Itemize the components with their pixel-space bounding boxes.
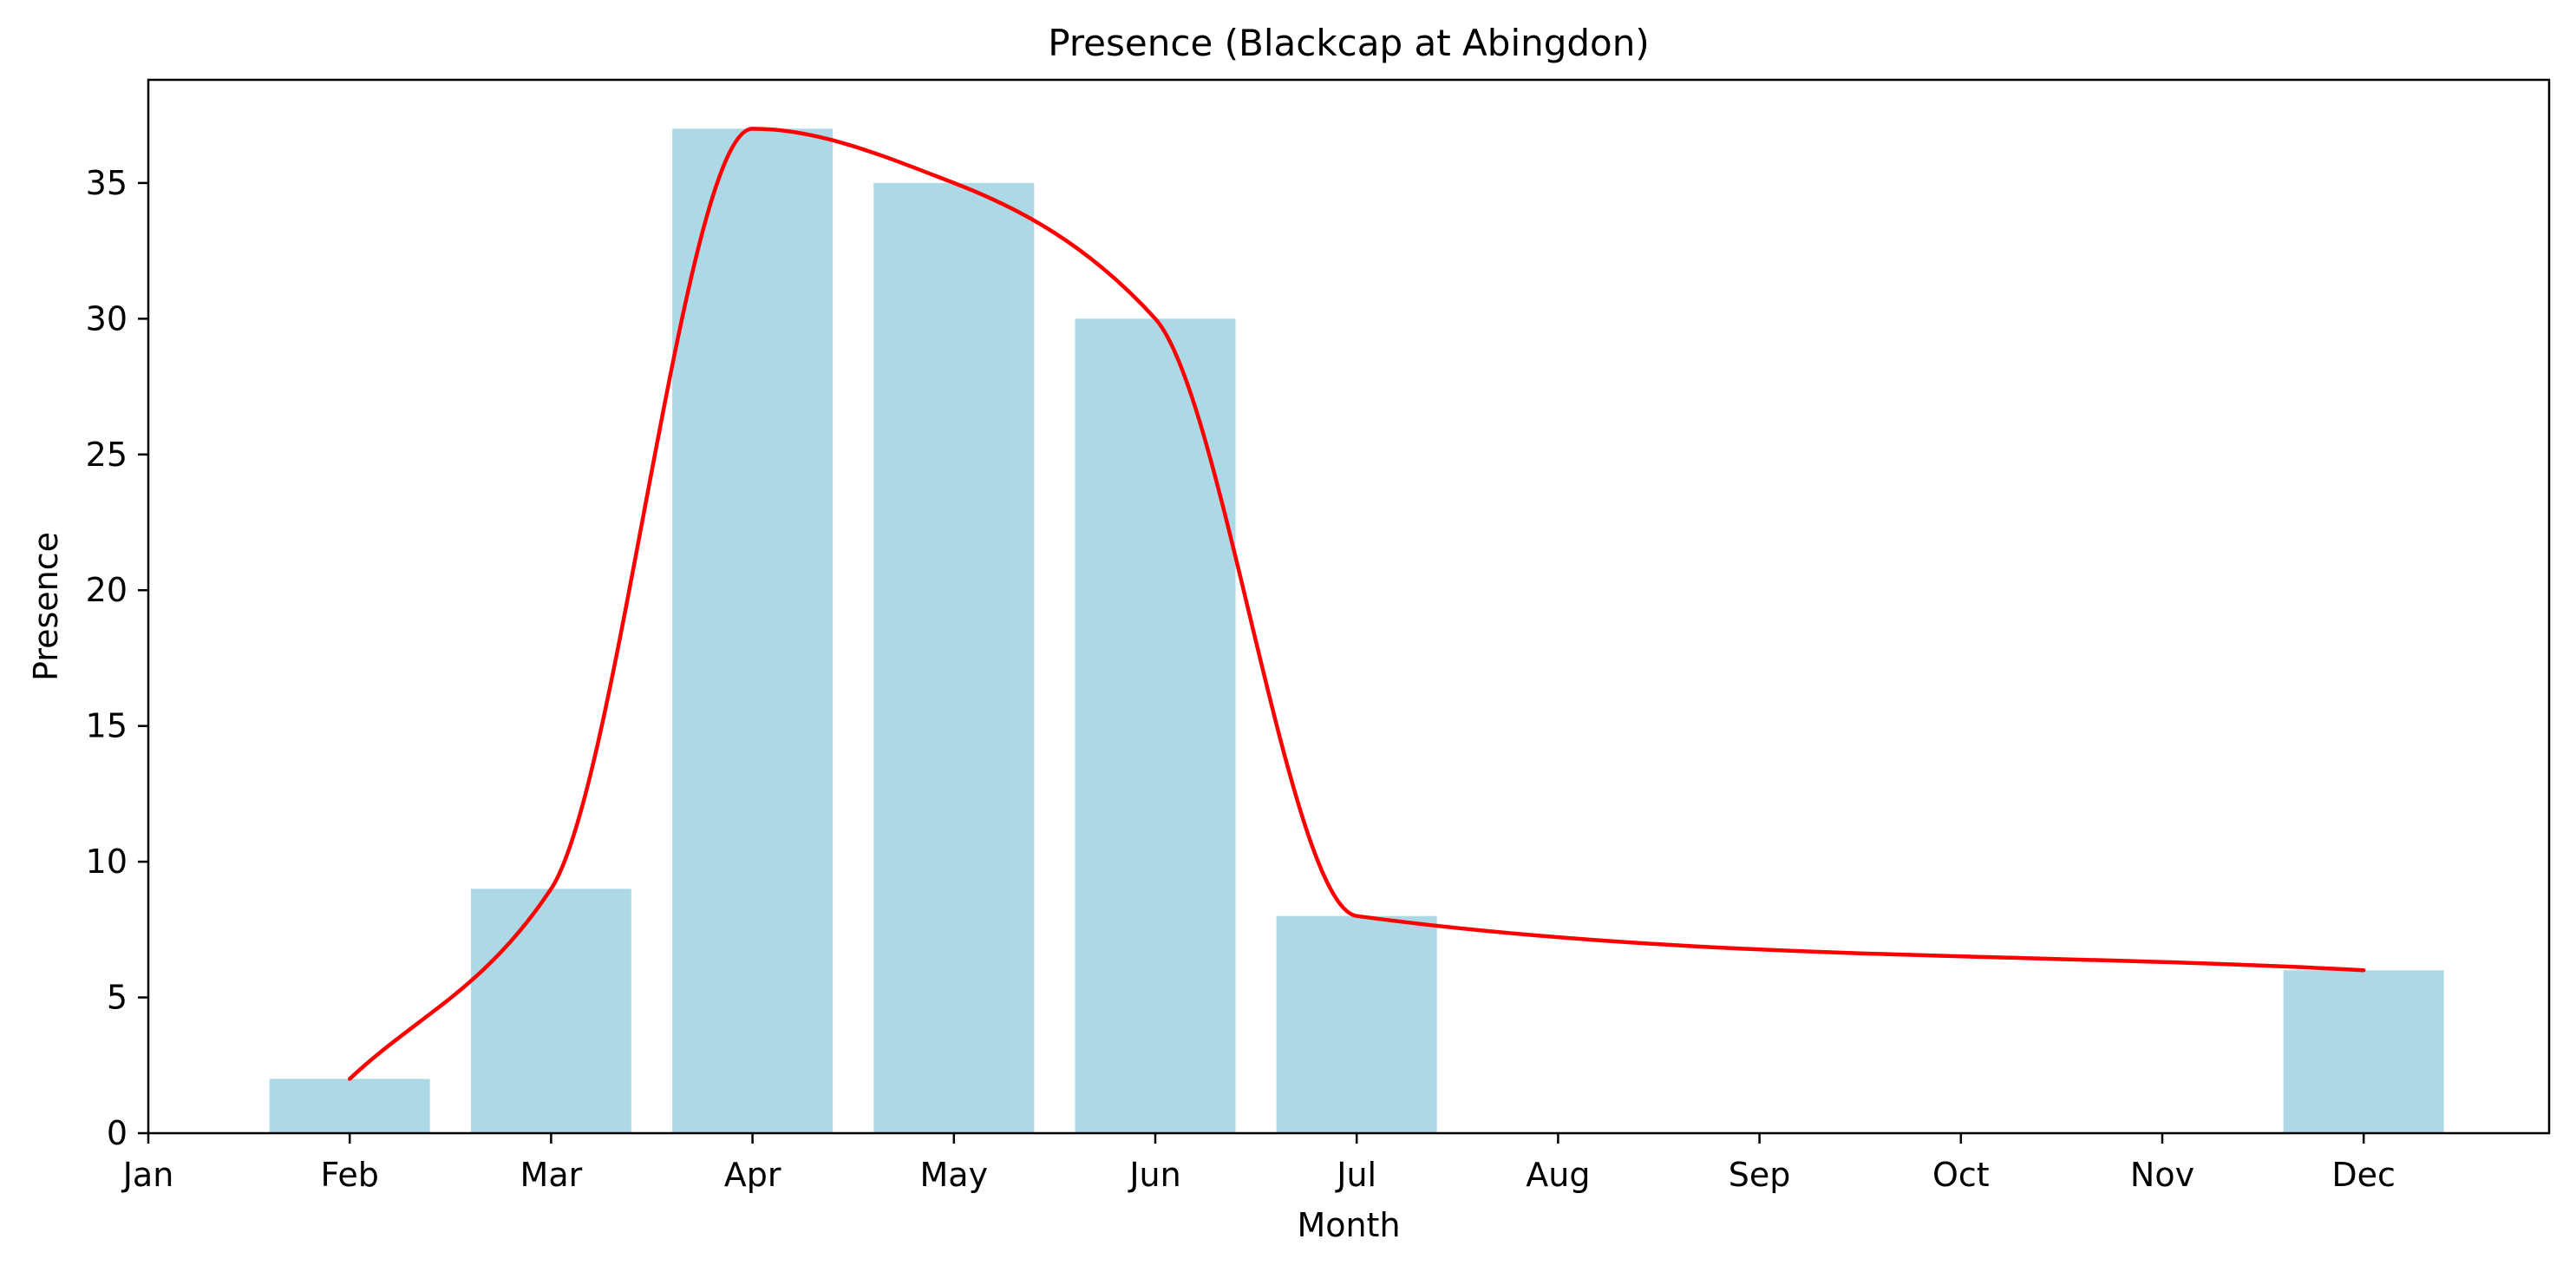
- trend-line: [347, 127, 2366, 1081]
- bar-feb: [269, 1079, 430, 1133]
- y-axis-label: Presence: [27, 532, 65, 681]
- y-tick-label-25: 25: [86, 436, 127, 474]
- x-axis-label: Month: [1297, 1206, 1400, 1244]
- x-tick-label-mar: Mar: [520, 1156, 583, 1194]
- bar-jun: [1075, 318, 1236, 1133]
- y-tick-label-15: 15: [86, 707, 127, 745]
- x-tick-label-oct: Oct: [1932, 1156, 1990, 1194]
- x-tick-label-may: May: [920, 1156, 989, 1194]
- y-tick-label-35: 35: [86, 164, 127, 202]
- bar-apr: [672, 128, 834, 1133]
- bar-jul: [1276, 915, 1437, 1133]
- y-tick-label-20: 20: [86, 571, 127, 609]
- x-tick-label-sep: Sep: [1729, 1156, 1791, 1194]
- x-tick-label-apr: Apr: [724, 1156, 781, 1194]
- x-tick-label-dec: Dec: [2331, 1156, 2396, 1194]
- x-tick-label-jan: Jan: [121, 1156, 174, 1194]
- x-tick-label-aug: Aug: [1526, 1156, 1590, 1194]
- bar-may: [873, 182, 1035, 1133]
- x-tick-label-nov: Nov: [2130, 1156, 2194, 1194]
- x-tick-label-feb: Feb: [321, 1156, 379, 1194]
- y-tick-label-30: 30: [86, 299, 127, 338]
- y-tick-label-0: 0: [107, 1114, 127, 1152]
- bar-dec: [2283, 970, 2444, 1133]
- y-tick-label-5: 5: [107, 979, 127, 1017]
- x-tick-label-jul: Jul: [1335, 1156, 1376, 1194]
- x-axis: Jan Feb Mar Apr May Jun Jul Aug Sep Oct Nov Dec: [121, 1133, 2396, 1194]
- trend-line-series: [347, 127, 2366, 1081]
- chart-title: Presence (Blackcap at Abingdon): [1048, 22, 1650, 64]
- plot-area-frame: [147, 78, 2551, 1135]
- bar-series: [269, 128, 2444, 1133]
- bar-mar: [470, 888, 631, 1133]
- y-tick-label-10: 10: [86, 843, 127, 881]
- y-axis: 0 5 10 15 20 25 30 35: [86, 164, 148, 1152]
- x-tick-label-jun: Jun: [1128, 1156, 1180, 1194]
